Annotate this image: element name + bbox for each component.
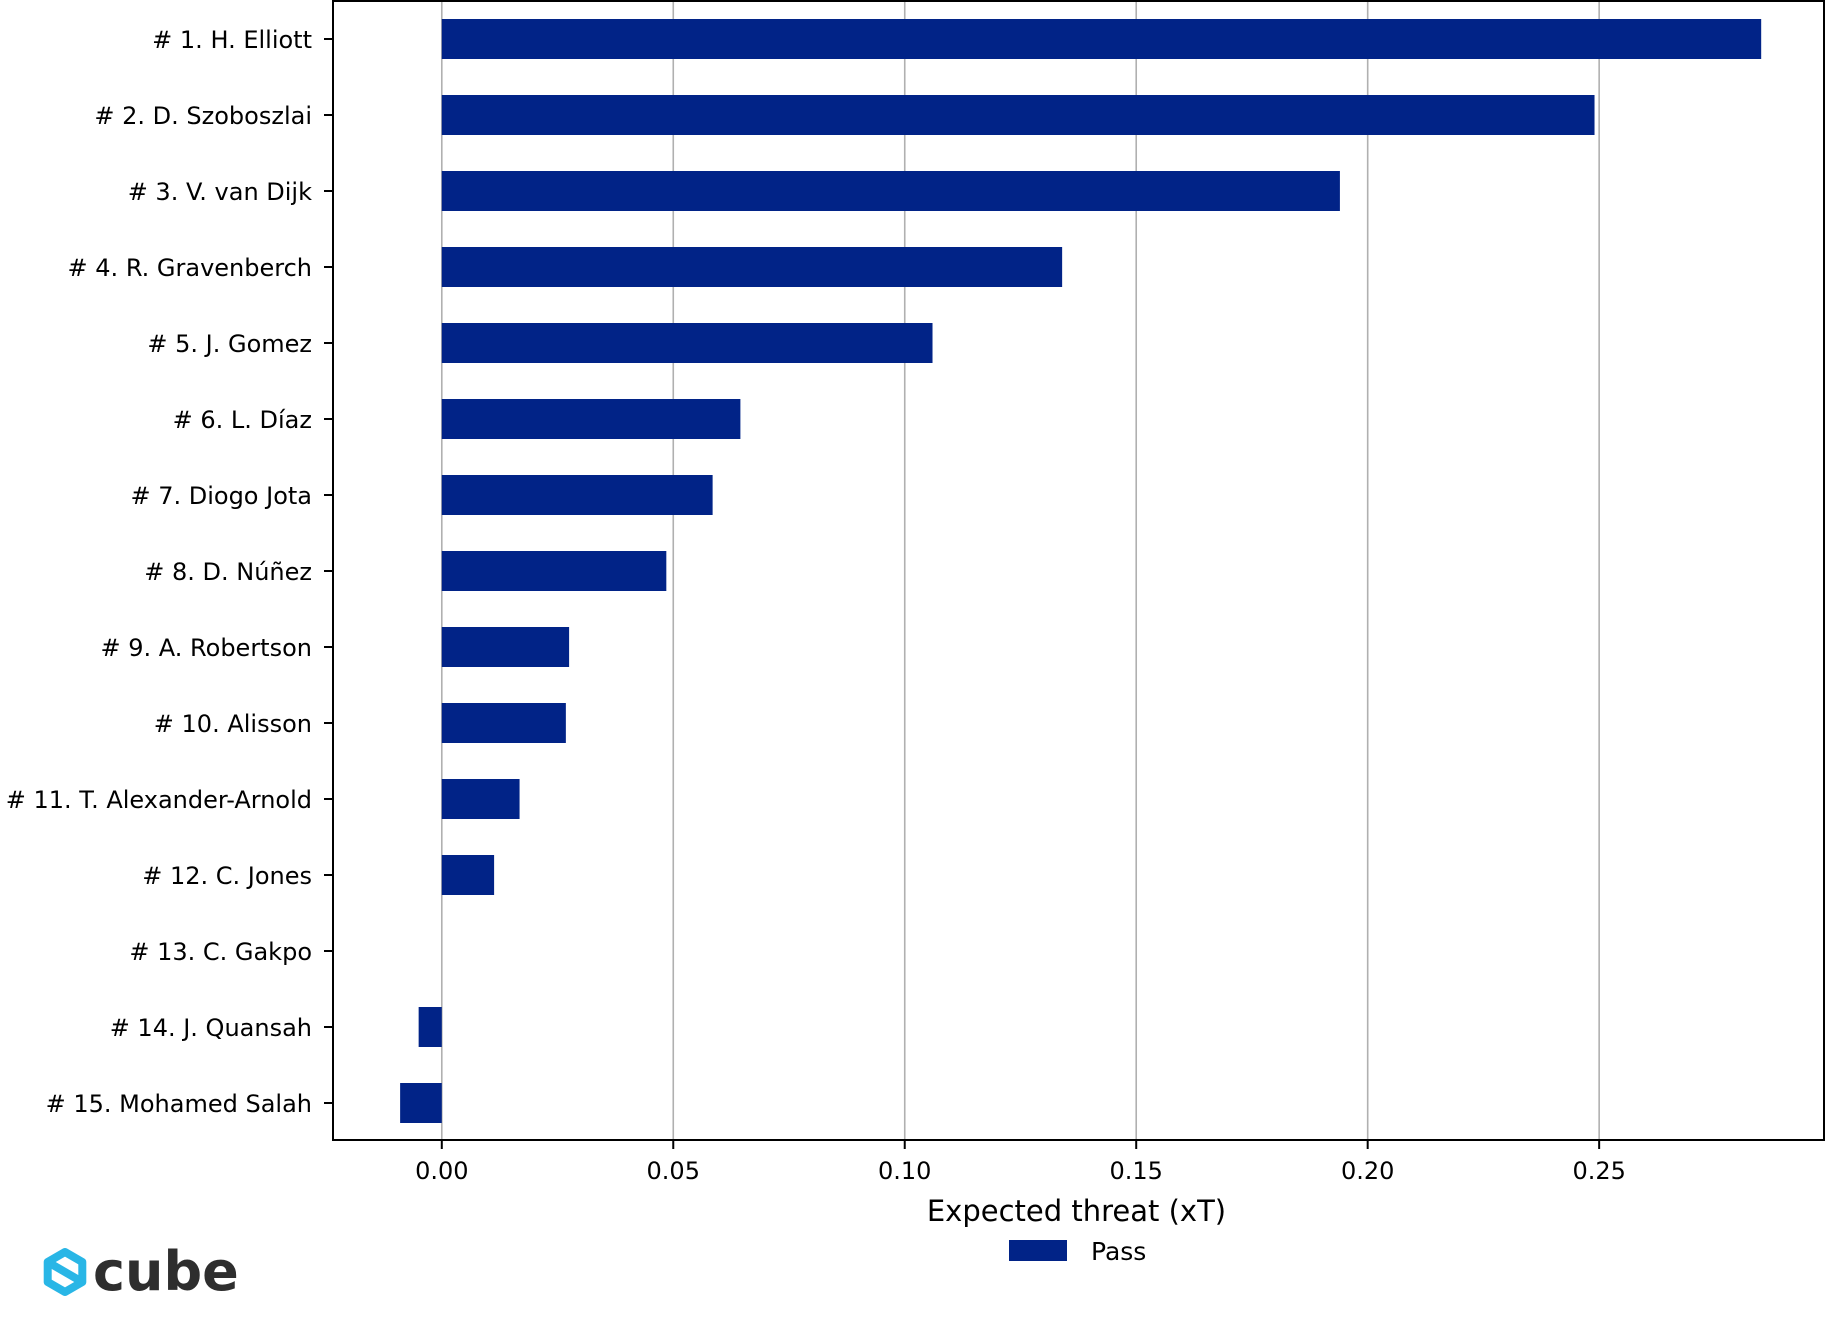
category-label: # 10. Alisson xyxy=(154,710,312,738)
x-tick-label: 0.05 xyxy=(647,1157,700,1185)
category-label: # 5. J. Gomez xyxy=(147,330,312,358)
bar xyxy=(441,779,520,819)
bars xyxy=(400,19,1762,1123)
x-axis-title: Expected threat (xT) xyxy=(927,1194,1226,1228)
x-axis: 0.00 0.05 0.10 0.15 0.20 0.25 xyxy=(415,1140,1626,1185)
bar xyxy=(441,399,741,439)
category-label: # 9. A. Robertson xyxy=(101,634,312,662)
x-tick-label: 0.15 xyxy=(1109,1157,1162,1185)
category-label: # 1. H. Elliott xyxy=(152,26,312,54)
cube-logo: cube xyxy=(43,1240,239,1303)
bar xyxy=(441,703,566,743)
category-label: # 6. L. Díaz xyxy=(173,406,312,434)
y-axis: # 1. H. Elliott # 2. D. Szoboszlai # 3. V.… xyxy=(6,26,333,1118)
bar xyxy=(441,19,1762,59)
category-label: # 15. Mohamed Salah xyxy=(46,1090,312,1118)
category-label: # 12. C. Jones xyxy=(142,862,312,890)
logo-text: cube xyxy=(93,1240,239,1303)
legend: Pass xyxy=(1009,1237,1146,1266)
legend-label-pass: Pass xyxy=(1091,1237,1146,1266)
category-label: # 2. D. Szoboszlai xyxy=(94,102,312,130)
bar xyxy=(441,247,1063,287)
category-label: # 13. C. Gakpo xyxy=(129,938,312,966)
bar xyxy=(441,627,570,667)
bar xyxy=(441,323,933,363)
x-tick-label: 0.20 xyxy=(1341,1157,1394,1185)
bar xyxy=(441,551,667,591)
category-label: # 4. R. Gravenberch xyxy=(68,254,312,282)
cube-logo-icon xyxy=(43,1248,87,1296)
bar xyxy=(441,475,713,515)
category-label: # 11. T. Alexander-Arnold xyxy=(6,786,312,814)
x-tick-label: 0.25 xyxy=(1572,1157,1625,1185)
bar xyxy=(441,171,1340,211)
x-tick-label: 0.10 xyxy=(878,1157,931,1185)
category-label: # 14. J. Quansah xyxy=(110,1014,312,1042)
category-label: # 8. D. Núñez xyxy=(144,558,312,586)
legend-swatch-pass xyxy=(1009,1240,1067,1261)
bar xyxy=(418,1007,442,1047)
bar xyxy=(441,855,495,895)
bar xyxy=(400,1083,442,1123)
x-tick-label: 0.00 xyxy=(415,1157,468,1185)
bar xyxy=(441,95,1595,135)
category-label: # 3. V. van Dijk xyxy=(128,178,312,206)
category-label: # 7. Diogo Jota xyxy=(130,482,312,510)
